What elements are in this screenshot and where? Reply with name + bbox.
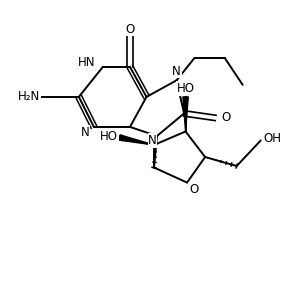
Text: H₂N: H₂N [18,90,40,103]
Text: O: O [189,183,198,196]
Text: N: N [172,65,181,78]
Text: O: O [125,23,135,36]
Text: HN: HN [78,56,95,69]
Text: N: N [148,134,157,147]
Text: O: O [222,111,231,124]
Text: HO: HO [177,82,194,95]
Text: N: N [81,126,89,139]
Text: OH: OH [264,133,282,146]
Polygon shape [119,135,154,145]
Polygon shape [183,97,188,131]
Text: HO: HO [100,130,118,143]
